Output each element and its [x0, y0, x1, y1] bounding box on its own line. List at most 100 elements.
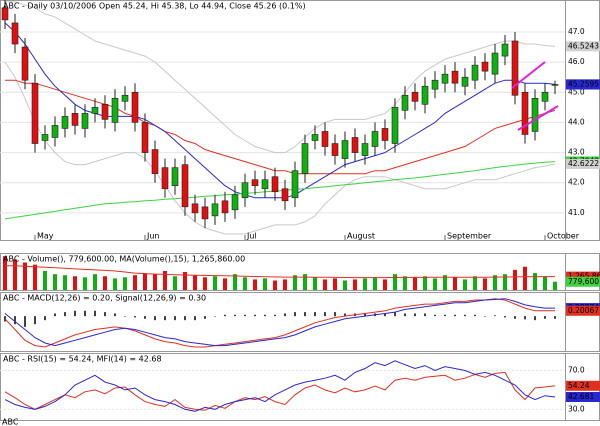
candle-body	[421, 85, 429, 105]
volume-bar	[73, 276, 77, 290]
volume-bar	[143, 273, 147, 290]
histogram-bar	[214, 316, 216, 317]
histogram-bar	[394, 312, 396, 317]
volume-bar	[183, 272, 187, 290]
candle-body	[351, 137, 359, 153]
candle-body	[291, 170, 299, 199]
histogram-bar	[104, 312, 106, 317]
volume-bar	[403, 276, 407, 290]
candle-body	[131, 91, 139, 123]
histogram-bar	[54, 313, 56, 317]
y-tick-label: 70.0	[568, 365, 585, 374]
histogram-bar	[274, 314, 276, 317]
candle-body	[231, 194, 239, 211]
series-line	[4, 61, 556, 235]
candle-body	[161, 167, 169, 190]
volume-bar	[363, 278, 367, 290]
histogram-bar	[414, 313, 416, 317]
volume-bar	[553, 281, 557, 290]
x-tick-label: September	[447, 232, 492, 241]
candle-body	[101, 104, 109, 120]
volume-bar	[313, 277, 317, 290]
histogram-bar	[184, 316, 186, 321]
series-line	[4, 371, 556, 411]
volume-bar	[63, 275, 67, 290]
candle-body	[21, 46, 29, 81]
volume-bar	[253, 279, 257, 290]
histogram-bar	[134, 316, 136, 318]
volume-bar	[513, 269, 517, 290]
histogram-bar	[364, 313, 366, 317]
histogram-bar	[464, 314, 466, 317]
histogram-bar	[264, 314, 266, 317]
histogram-bar	[534, 316, 536, 321]
candle-body	[261, 179, 269, 190]
value-badge-label: 42.681	[568, 392, 594, 401]
histogram-bar	[514, 316, 516, 319]
candle-body	[61, 116, 69, 129]
value-badge-label: 45.2595	[568, 79, 599, 88]
volume-bar	[293, 275, 297, 290]
value-badge	[566, 392, 600, 403]
histogram-bar	[484, 316, 486, 317]
panel-title: ABC - RSI(15) = 54.24, MFI(14) = 42.68	[3, 355, 162, 364]
series-line	[4, 298, 555, 348]
volume-bar	[303, 274, 307, 290]
trendline	[517, 105, 559, 131]
value-badge	[566, 380, 600, 391]
histogram-bar	[254, 314, 256, 317]
candle-body	[71, 113, 79, 126]
volume-bar	[493, 275, 497, 290]
candle-body	[191, 203, 199, 214]
volume-bar	[323, 279, 327, 290]
volume-bar	[23, 262, 27, 290]
series-line	[4, 161, 556, 220]
volume-bar	[413, 277, 417, 290]
volume-bar	[373, 277, 377, 290]
histogram-bar	[474, 314, 476, 317]
candle-body	[271, 176, 279, 193]
volume-bar	[333, 278, 337, 290]
value-badge-label: 0.20067	[568, 306, 599, 315]
value-badge-label: 54.24	[568, 381, 590, 390]
candle-body	[331, 143, 339, 156]
histogram-bar	[444, 314, 446, 317]
value-badge-label: 779,600	[568, 277, 599, 286]
candle-body	[521, 91, 529, 135]
y-tick-label: 46.0	[568, 57, 585, 66]
histogram-bar	[544, 316, 546, 319]
x-tick-label: Jul	[246, 232, 257, 241]
value-badge	[566, 276, 600, 287]
volume-bar	[33, 264, 37, 290]
candle-body	[311, 134, 319, 141]
volume-bar	[203, 277, 207, 290]
y-tick-label: 30.0	[568, 404, 585, 413]
histogram-bar	[244, 314, 246, 317]
x-tick-label: Jun	[146, 232, 160, 241]
volume-bar	[133, 275, 137, 290]
histogram-bar	[204, 316, 206, 319]
candle-body	[491, 52, 499, 75]
candle-body	[201, 206, 209, 220]
volume-bar	[233, 274, 237, 290]
histogram-bar	[154, 316, 156, 321]
candle-body	[401, 94, 409, 111]
candle-body	[411, 91, 419, 102]
volume-bar	[43, 270, 47, 290]
candle-body	[441, 73, 449, 84]
histogram-bar	[24, 316, 26, 327]
candle-body	[241, 182, 249, 199]
volume-bar	[353, 279, 357, 290]
histogram-bar	[224, 314, 226, 317]
histogram-bar	[284, 313, 286, 317]
series-line	[5, 79, 556, 175]
histogram-bar	[124, 316, 126, 317]
candle-body	[321, 131, 329, 147]
candle-body	[251, 179, 259, 187]
histogram-bar	[34, 316, 36, 325]
histogram-bar	[94, 310, 96, 317]
histogram-bar	[334, 312, 336, 317]
histogram-bar	[234, 314, 236, 317]
